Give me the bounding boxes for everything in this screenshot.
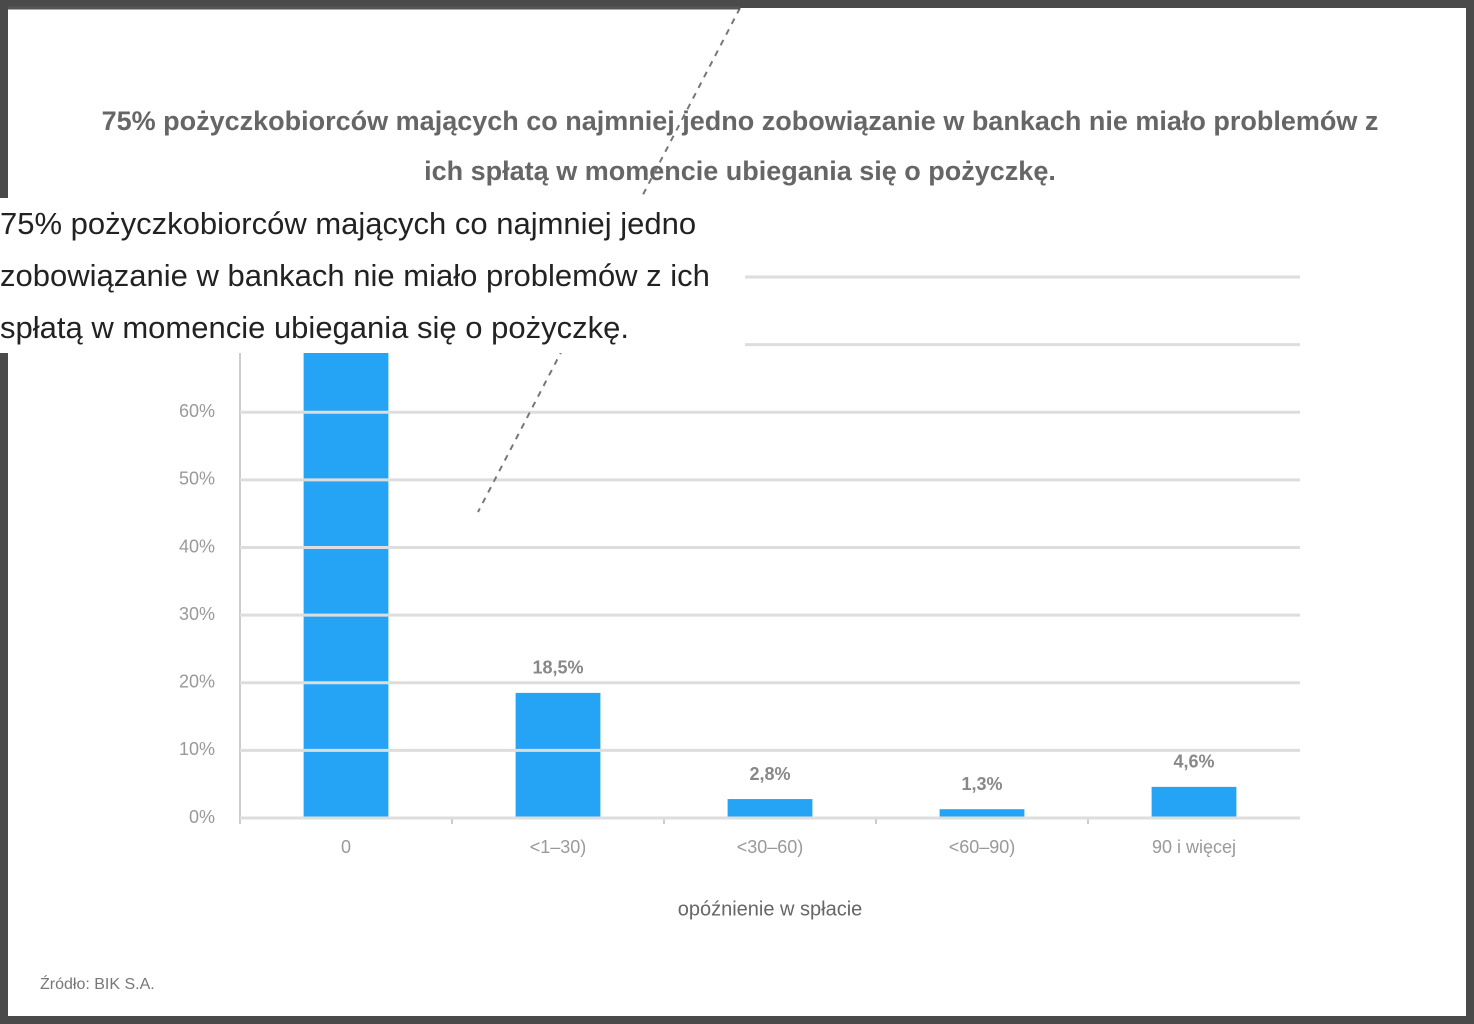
y-tick-label: 0%	[189, 807, 215, 827]
value-label: 4,6%	[1173, 752, 1214, 772]
bar	[1151, 786, 1237, 818]
bar	[939, 809, 1025, 818]
x-tick-label: <60–90)	[949, 837, 1016, 857]
dashed-line	[477, 7, 741, 513]
bar	[515, 692, 601, 818]
x-tick-label: <30–60)	[737, 837, 804, 857]
bar	[303, 325, 389, 818]
y-tick-label: 10%	[179, 739, 215, 759]
y-tick-label: 50%	[179, 469, 215, 489]
value-label: 2,8%	[749, 764, 790, 784]
y-tick-label: 60%	[179, 401, 215, 421]
x-tick-label: <1–30)	[530, 837, 587, 857]
overlay-text: 75% pożyczkobiorców mających co najmniej…	[0, 198, 745, 353]
chart-title: 75% pożyczkobiorców mających co najmniej…	[101, 106, 1379, 186]
value-label: 18,5%	[532, 658, 583, 678]
source: Źródło: BIK S.A.	[40, 974, 155, 993]
y-tick-label: 40%	[179, 536, 215, 556]
value-label: 1,3%	[961, 774, 1002, 794]
x-tick-label: 90 i więcej	[1152, 837, 1236, 857]
y-tick-label: 30%	[179, 604, 215, 624]
y-tick-label: 20%	[179, 672, 215, 692]
x-tick-label: 0	[341, 837, 351, 857]
bar	[727, 799, 813, 818]
x-axis-label: opóźnienie w spłacie	[678, 898, 863, 920]
